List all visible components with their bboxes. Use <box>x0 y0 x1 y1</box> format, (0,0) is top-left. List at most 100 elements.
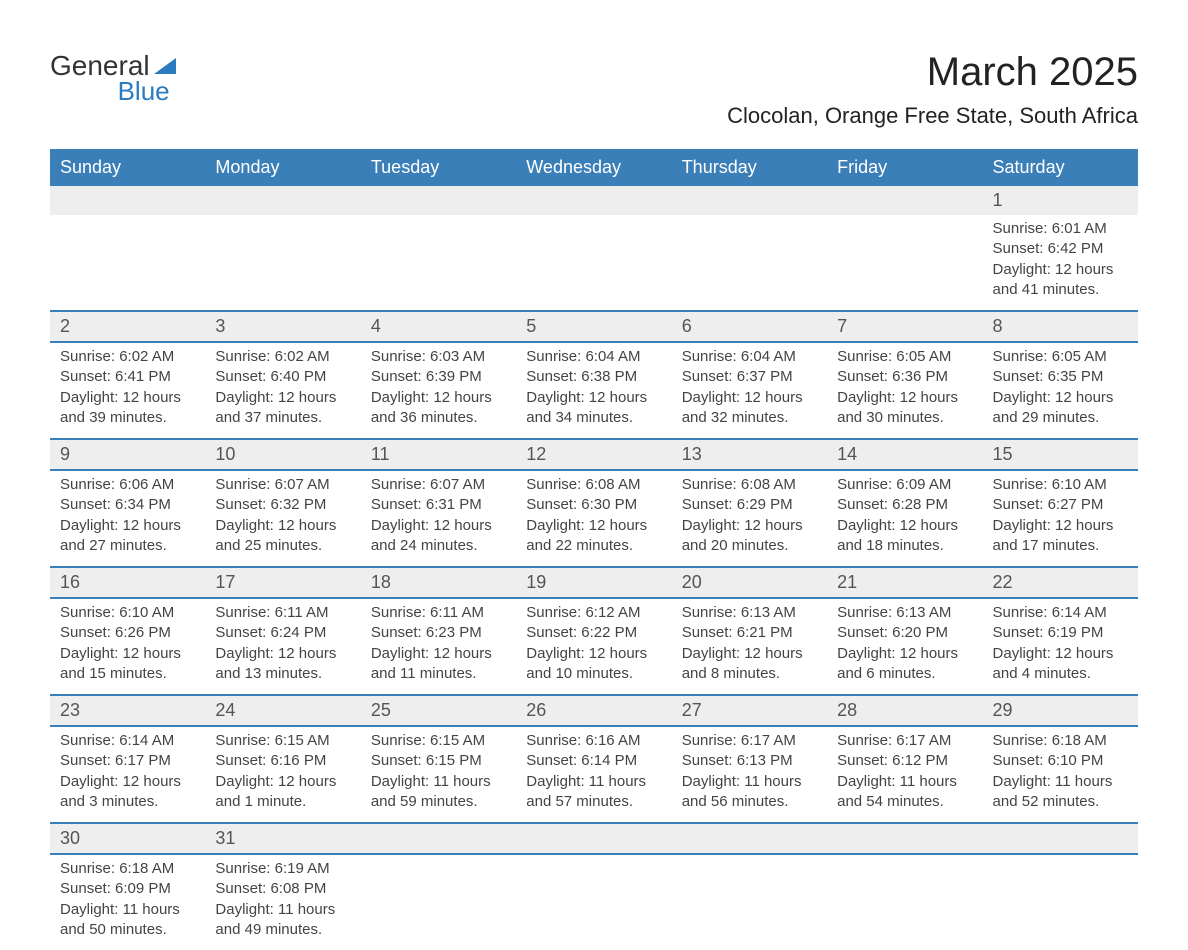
sunset: Sunset: 6:10 PM <box>993 751 1128 771</box>
day-number: 5 <box>516 311 671 342</box>
day-content: Sunrise: 6:11 AMSunset: 6:24 PMDaylight:… <box>205 598 360 695</box>
day-number: 6 <box>672 311 827 342</box>
sunset: Sunset: 6:40 PM <box>215 367 350 387</box>
sunrise: Sunrise: 6:17 AM <box>682 731 817 751</box>
sunset: Sunset: 6:38 PM <box>526 367 661 387</box>
daylight: Daylight: 11 hours and 56 minutes. <box>682 772 817 813</box>
sunrise: Sunrise: 6:01 AM <box>993 219 1128 239</box>
day-content: Sunrise: 6:02 AMSunset: 6:40 PMDaylight:… <box>205 342 360 439</box>
daylight: Daylight: 12 hours and 10 minutes. <box>526 644 661 685</box>
daylight: Daylight: 12 hours and 34 minutes. <box>526 388 661 429</box>
sunrise: Sunrise: 6:10 AM <box>993 475 1128 495</box>
day-content: Sunrise: 6:05 AMSunset: 6:36 PMDaylight:… <box>827 342 982 439</box>
day-number: 31 <box>205 823 360 854</box>
sunset: Sunset: 6:32 PM <box>215 495 350 515</box>
daylight: Daylight: 12 hours and 20 minutes. <box>682 516 817 557</box>
day-number: 29 <box>983 695 1138 726</box>
logo: General Blue <box>50 50 176 107</box>
day-number <box>361 823 516 854</box>
day-content: Sunrise: 6:19 AMSunset: 6:08 PMDaylight:… <box>205 854 360 950</box>
sunrise: Sunrise: 6:19 AM <box>215 859 350 879</box>
day-number <box>983 823 1138 854</box>
day-number: 25 <box>361 695 516 726</box>
day-content: Sunrise: 6:04 AMSunset: 6:38 PMDaylight:… <box>516 342 671 439</box>
sunrise: Sunrise: 6:02 AM <box>215 347 350 367</box>
daylight: Daylight: 12 hours and 13 minutes. <box>215 644 350 685</box>
day-number: 17 <box>205 567 360 598</box>
sunrise: Sunrise: 6:04 AM <box>682 347 817 367</box>
day-number: 9 <box>50 439 205 470</box>
day-content: Sunrise: 6:04 AMSunset: 6:37 PMDaylight:… <box>672 342 827 439</box>
sunrise: Sunrise: 6:13 AM <box>682 603 817 623</box>
sunrise: Sunrise: 6:10 AM <box>60 603 195 623</box>
sunrise: Sunrise: 6:18 AM <box>60 859 195 879</box>
sunset: Sunset: 6:28 PM <box>837 495 972 515</box>
day-number: 10 <box>205 439 360 470</box>
day-content: Sunrise: 6:07 AMSunset: 6:31 PMDaylight:… <box>361 470 516 567</box>
days-of-week-row: SundayMondayTuesdayWednesdayThursdayFrid… <box>50 149 1138 186</box>
daylight: Daylight: 12 hours and 6 minutes. <box>837 644 972 685</box>
day-number <box>361 186 516 215</box>
sunrise: Sunrise: 6:12 AM <box>526 603 661 623</box>
day-content: Sunrise: 6:08 AMSunset: 6:29 PMDaylight:… <box>672 470 827 567</box>
sunrise: Sunrise: 6:18 AM <box>993 731 1128 751</box>
day-number: 14 <box>827 439 982 470</box>
day-content <box>50 215 205 311</box>
sunset: Sunset: 6:41 PM <box>60 367 195 387</box>
logo-text-2: Blue <box>118 76 170 107</box>
sunrise: Sunrise: 6:08 AM <box>526 475 661 495</box>
daylight: Daylight: 12 hours and 32 minutes. <box>682 388 817 429</box>
daylight: Daylight: 11 hours and 54 minutes. <box>837 772 972 813</box>
sunset: Sunset: 6:12 PM <box>837 751 972 771</box>
day-number <box>827 823 982 854</box>
daylight: Daylight: 12 hours and 15 minutes. <box>60 644 195 685</box>
sunset: Sunset: 6:14 PM <box>526 751 661 771</box>
sunset: Sunset: 6:08 PM <box>215 879 350 899</box>
day-content: Sunrise: 6:14 AMSunset: 6:19 PMDaylight:… <box>983 598 1138 695</box>
day-number: 24 <box>205 695 360 726</box>
day-header: Saturday <box>983 149 1138 186</box>
day-content <box>516 215 671 311</box>
day-number: 30 <box>50 823 205 854</box>
sunset: Sunset: 6:15 PM <box>371 751 506 771</box>
sunset: Sunset: 6:13 PM <box>682 751 817 771</box>
sunrise: Sunrise: 6:13 AM <box>837 603 972 623</box>
daylight: Daylight: 12 hours and 37 minutes. <box>215 388 350 429</box>
day-content <box>205 215 360 311</box>
day-header: Monday <box>205 149 360 186</box>
day-header: Wednesday <box>516 149 671 186</box>
calendar-table: SundayMondayTuesdayWednesdayThursdayFrid… <box>50 149 1138 950</box>
day-content: Sunrise: 6:15 AMSunset: 6:16 PMDaylight:… <box>205 726 360 823</box>
day-content: Sunrise: 6:10 AMSunset: 6:26 PMDaylight:… <box>50 598 205 695</box>
day-number <box>672 823 827 854</box>
sunrise: Sunrise: 6:11 AM <box>215 603 350 623</box>
sunrise: Sunrise: 6:05 AM <box>837 347 972 367</box>
day-header: Thursday <box>672 149 827 186</box>
daylight: Daylight: 12 hours and 8 minutes. <box>682 644 817 685</box>
day-number: 4 <box>361 311 516 342</box>
day-content: Sunrise: 6:08 AMSunset: 6:30 PMDaylight:… <box>516 470 671 567</box>
sunset: Sunset: 6:21 PM <box>682 623 817 643</box>
day-content <box>516 854 671 950</box>
day-content <box>983 854 1138 950</box>
daylight: Daylight: 12 hours and 18 minutes. <box>837 516 972 557</box>
day-number: 19 <box>516 567 671 598</box>
sunset: Sunset: 6:31 PM <box>371 495 506 515</box>
logo-triangle-icon <box>154 58 176 74</box>
sunrise: Sunrise: 6:15 AM <box>371 731 506 751</box>
day-content: Sunrise: 6:18 AMSunset: 6:09 PMDaylight:… <box>50 854 205 950</box>
day-number: 26 <box>516 695 671 726</box>
day-number <box>516 186 671 215</box>
daylight: Daylight: 12 hours and 27 minutes. <box>60 516 195 557</box>
sunrise: Sunrise: 6:14 AM <box>60 731 195 751</box>
day-header: Sunday <box>50 149 205 186</box>
day-number <box>672 186 827 215</box>
daylight: Daylight: 12 hours and 1 minute. <box>215 772 350 813</box>
location: Clocolan, Orange Free State, South Afric… <box>727 103 1138 129</box>
month-title: March 2025 <box>727 50 1138 95</box>
day-content: Sunrise: 6:10 AMSunset: 6:27 PMDaylight:… <box>983 470 1138 567</box>
day-content: Sunrise: 6:12 AMSunset: 6:22 PMDaylight:… <box>516 598 671 695</box>
day-content: Sunrise: 6:14 AMSunset: 6:17 PMDaylight:… <box>50 726 205 823</box>
day-content: Sunrise: 6:01 AMSunset: 6:42 PMDaylight:… <box>983 215 1138 311</box>
sunset: Sunset: 6:39 PM <box>371 367 506 387</box>
